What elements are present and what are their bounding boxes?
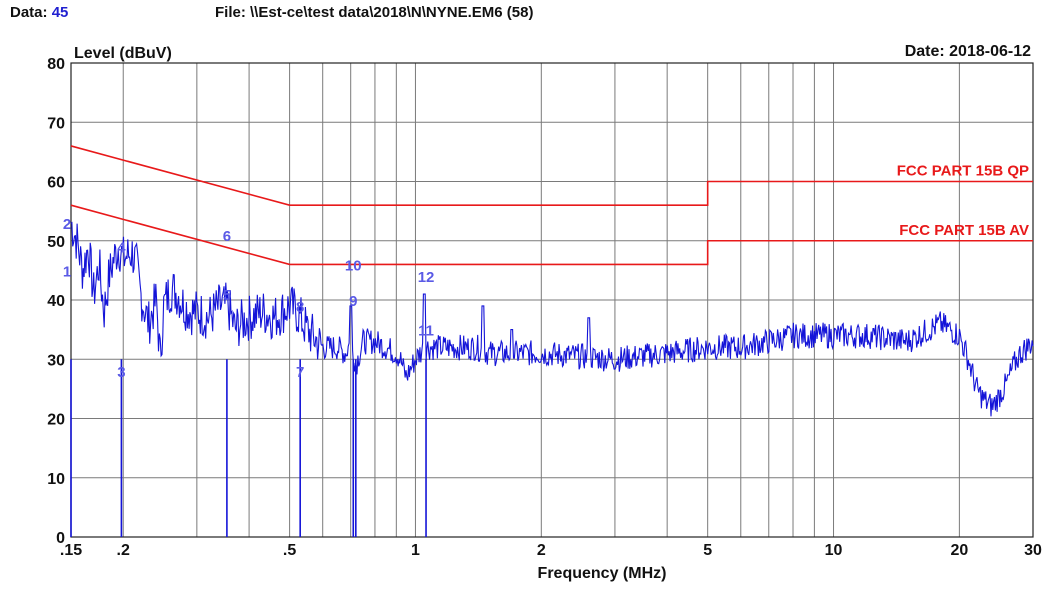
y-axis-title: Level (dBuV) (74, 45, 172, 62)
y-tick-label: 70 (47, 115, 65, 132)
limit-line (70, 145, 1033, 206)
y-tick-label: 60 (47, 175, 65, 192)
marker-label: 8 (296, 299, 304, 316)
marker-label: 12 (418, 269, 435, 286)
date-label: Date: 2018-06-12 (905, 43, 1031, 60)
data-value: 45 (51, 4, 69, 21)
y-tick-label: 10 (47, 471, 65, 488)
marker-label: 1 (63, 263, 71, 280)
y-tick-label: 0 (56, 530, 65, 547)
x-tick-label: .15 (60, 542, 82, 559)
file-path: \\Est-ce\test data\2018\N\NYNE.EM6 (250, 4, 503, 21)
marker-label: 7 (296, 364, 304, 381)
y-tick-label: 30 (47, 352, 65, 369)
marker-label: 6 (223, 228, 231, 245)
header-file: File: \\Est-ce\test data\2018\N\NYNE.EM6… (215, 4, 533, 21)
y-tick-label: 40 (47, 293, 65, 310)
x-tick-label: .5 (283, 542, 296, 559)
marker-label: 10 (345, 257, 362, 274)
y-tick-label: 80 (47, 56, 65, 73)
y-tick-label: 20 (47, 412, 65, 429)
header-data: Data: 45 (10, 4, 68, 21)
limit-line-label: FCC PART 15B QP (897, 163, 1029, 180)
data-label: Data: (10, 4, 48, 21)
x-tick-label: 2 (537, 542, 546, 559)
limit-line-label: FCC PART 15B AV (899, 222, 1029, 239)
y-tick-label: 50 (47, 234, 65, 251)
file-label: File: (215, 4, 246, 21)
marker-label: 2 (63, 216, 71, 233)
marker-label: 5 (223, 287, 231, 304)
file-count: (58) (506, 4, 534, 21)
measurement-trace (70, 221, 1034, 417)
x-tick-label: 20 (950, 542, 968, 559)
x-tick-label: .2 (117, 542, 130, 559)
marker-label: 11 (418, 323, 434, 340)
x-axis-title: Frequency (MHz) (538, 565, 667, 582)
plot-frame (70, 62, 1034, 538)
x-tick-label: 30 (1024, 542, 1042, 559)
limit-line (70, 204, 1033, 266)
marker-label: 9 (349, 293, 357, 310)
x-tick-label: 1 (411, 542, 420, 559)
x-tick-label: 5 (703, 542, 712, 559)
marker-label: 4 (117, 240, 126, 257)
marker-label: 3 (117, 364, 125, 381)
x-tick-label: 10 (825, 542, 843, 559)
